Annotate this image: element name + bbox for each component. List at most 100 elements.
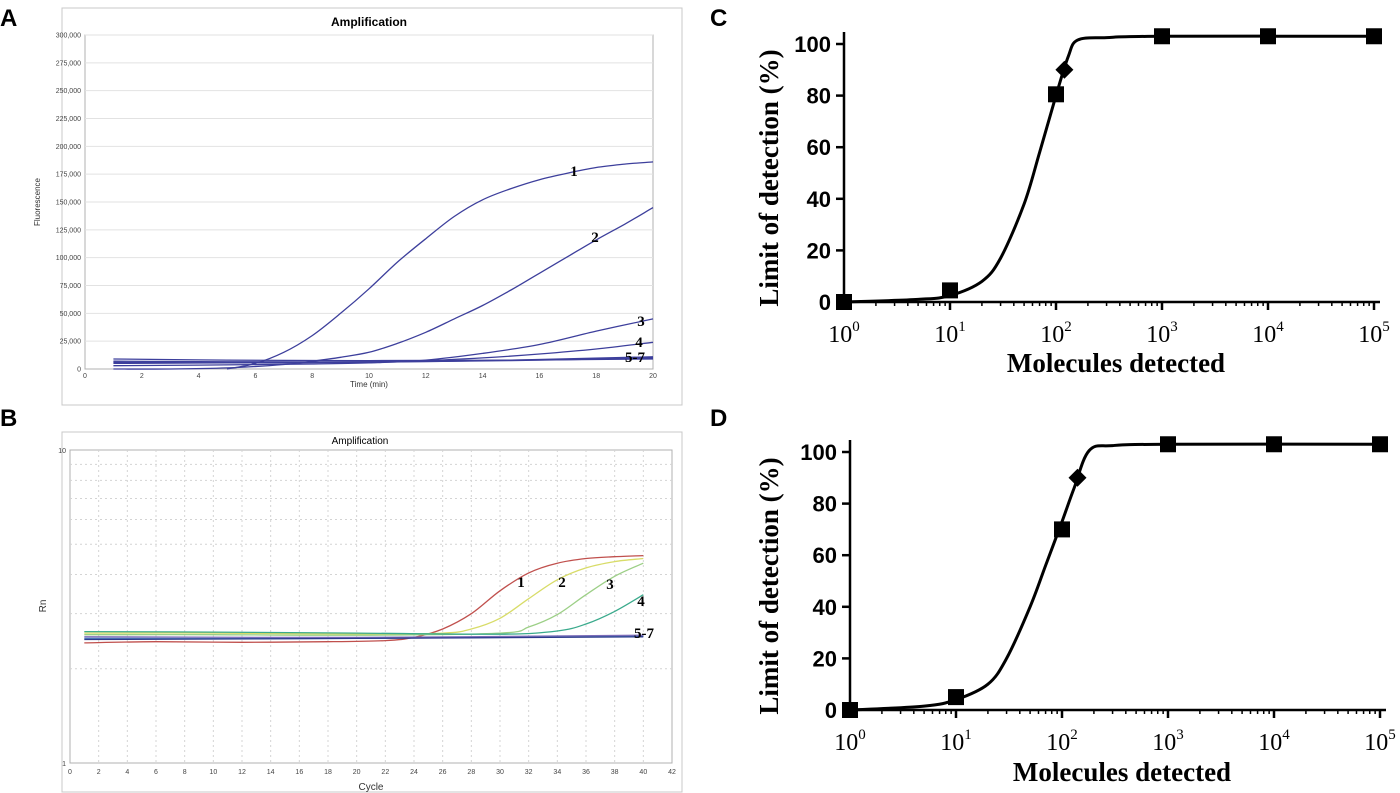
chart-b-x-tick-label: 40 [639,769,647,776]
chart-a-lines [113,161,654,370]
chart-c-x-tick-label: 100 [828,319,860,348]
chart-b-series-1 [84,554,644,644]
chart-a-series-7 [113,356,654,365]
chart-c-square-marker [1154,28,1170,45]
chart-c-square-marker [1260,28,1276,45]
chart-d-x-tick-label: 101 [940,727,972,756]
chart-c-square-marker [836,294,852,310]
chart-b-y-axis-label: Rn [38,600,49,613]
chart-a-curve-label-2: 2 [591,230,599,246]
chart-a-y-tick-label: 275,000 [56,60,81,67]
chart-c-axes: 0 20 40 60 80 100 100 101 102 103 104 105 [794,32,1390,348]
chart-b-x-tick-label: 20 [353,769,361,776]
chart-b-curve-label-2: 2 [558,575,566,591]
chart-a-y-tick-label: 300,000 [56,33,81,40]
chart-a-curve-label-3: 3 [637,314,645,330]
chart-a-y-tick-label: 125,000 [56,227,81,234]
chart-c-square-marker [1048,86,1064,103]
chart-a-curve-label-4: 4 [635,335,643,351]
chart-b-x-tick-label: 24 [410,769,418,776]
chart-c-y-tick-label: 40 [807,187,831,212]
chart-a-ticks: 0 25,000 50,000 75,000 100,000 125,000 150,000… [56,33,657,381]
chart-b-x-tick-label: 6 [154,769,158,776]
chart-d-square-marker [1372,436,1388,453]
chart-c-y-tick-label: 80 [807,84,831,109]
chart-d-fit [849,442,1381,712]
chart-a-y-tick-label: 175,000 [56,172,81,179]
chart-b-x-tick-label: 10 [209,769,217,776]
chart-c-x-tick-label: 103 [1146,319,1178,348]
chart-c-x-tick-label: 101 [934,319,966,348]
chart-d: 0 20 40 60 80 100 100 101 102 103 104 105 Molecules… [754,436,1396,787]
chart-a-y-tick-label: 225,000 [56,116,81,123]
chart-b-x-tick-label: 8 [183,769,187,776]
chart-d-x-tick-label: 105 [1364,727,1396,756]
chart-a-y-tick-label: 100,000 [56,255,81,262]
chart-c-square-marker [942,282,958,299]
chart-b-plot-area [69,449,673,764]
chart-c-points [836,28,1382,310]
chart-a-y-tick-label: 0 [77,367,81,374]
chart-b-curve-label-4: 4 [637,594,645,610]
chart-b-y-tick-label: 10 [58,448,66,455]
chart-d-fit-curve [849,442,1381,712]
chart-a-y-tick-label: 150,000 [56,200,81,207]
chart-b-x-tick-label: 16 [295,769,303,776]
chart-a-x-tick-label: 16 [536,373,544,380]
chart-d-axes: 0 20 40 60 80 100 100 101 102 103 104 105 [800,440,1396,756]
chart-c-x-tick-label: 105 [1358,319,1390,348]
chart-a-x-axis-label: Time (min) [350,380,388,389]
chart-a-title: Amplification [331,15,407,29]
chart-b-curve-label-1: 1 [517,575,525,591]
chart-c-x-tick-label: 104 [1252,319,1284,348]
chart-b-curve-label-5-7: 5-7 [634,626,654,642]
chart-b-title: Amplification [332,436,389,447]
chart-a-series-1 [226,161,654,370]
chart-a-x-tick-label: 10 [365,373,373,380]
chart-b-grid [70,450,672,763]
panel-label-c: C [710,5,727,32]
chart-c-diamond-marker [1055,60,1074,79]
chart-b-x-tick-label: 4 [125,769,129,776]
chart-c-y-tick-label: 60 [807,135,831,160]
chart-d-x-tick-label: 102 [1046,727,1078,756]
chart-a-x-tick-label: 12 [422,373,430,380]
chart-c-square-marker [1366,28,1382,45]
chart-d-x-axis-label: Molecules detected [1013,757,1231,787]
chart-b-x-tick-label: 34 [553,769,561,776]
chart-b-x-tick-label: 32 [525,769,533,776]
chart-a-y-axis-label: Fluorescence [33,177,42,226]
chart-c-fit [843,34,1375,304]
chart-a-x-tick-label: 0 [83,373,87,380]
chart-d-y-tick-label: 80 [813,492,837,517]
chart-a-y-tick-label: 50,000 [60,311,82,318]
chart-b-x-tick-label: 14 [267,769,275,776]
chart-b-series-6 [84,634,644,639]
chart-d-y-tick-label: 100 [800,440,837,465]
chart-b-curve-label-3: 3 [606,577,614,593]
panel-label-a: A [0,5,17,32]
chart-a-x-tick-label: 6 [253,373,257,380]
chart-d-y-axis-label: Limit of detection (%) [754,457,784,714]
chart-d-y-tick-label: 0 [825,698,837,723]
chart-a-y-tick-label: 250,000 [56,88,81,95]
chart-d-y-tick-label: 60 [813,543,837,568]
chart-b-x-tick-label: 28 [467,769,475,776]
chart-c: 0 20 40 60 80 100 100 101 102 103 104 105 Molecules… [754,28,1390,378]
chart-a-x-tick-label: 8 [310,373,314,380]
chart-d-diamond-marker [1068,468,1087,487]
panel-label-d: D [710,405,727,432]
chart-b-series-7 [84,636,644,641]
chart-d-square-marker [842,702,858,718]
chart-c-fit-curve [843,34,1375,304]
chart-a-series-2 [113,207,654,370]
chart-b-x-tick-label: 0 [68,769,72,776]
chart-c-y-tick-label: 0 [819,290,831,315]
chart-d-y-tick-label: 20 [813,646,837,671]
chart-d-square-marker [1160,436,1176,453]
chart-b-x-tick-label: 22 [381,769,389,776]
chart-d-square-marker [1266,436,1282,453]
chart-b-x-tick-label: 26 [439,769,447,776]
chart-d-square-marker [1054,521,1070,538]
